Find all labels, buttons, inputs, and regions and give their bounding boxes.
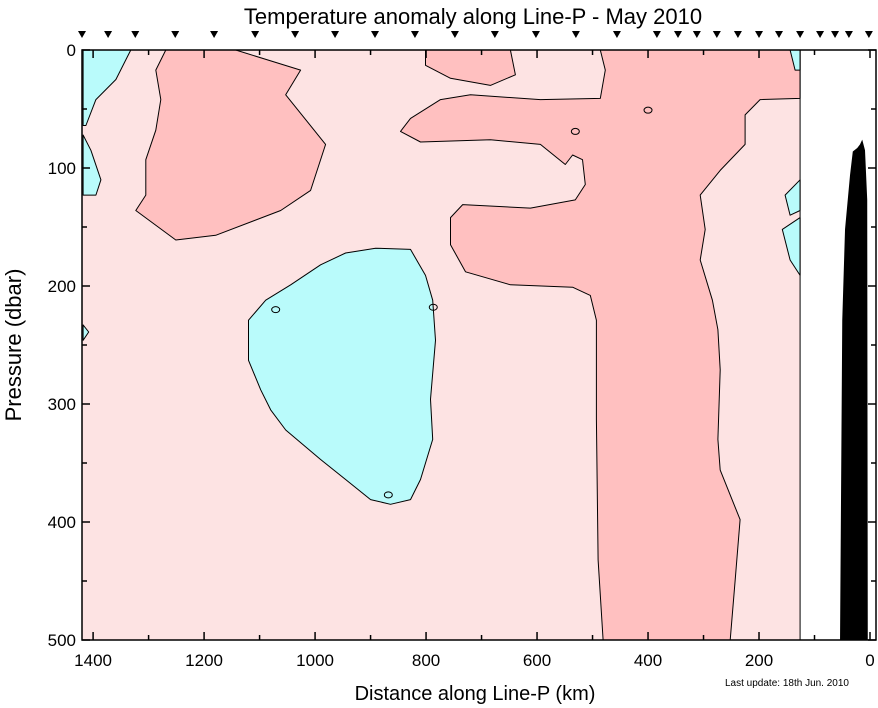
x-tick-label: 1200: [185, 651, 223, 670]
contour-loop: [271, 306, 281, 314]
footnote: Last update: 18th Jun. 2010: [725, 678, 849, 689]
station-marker: [251, 31, 260, 38]
station-marker: [864, 31, 873, 38]
x-tick-label: 200: [745, 651, 773, 670]
station-marker: [652, 31, 661, 38]
station-marker: [490, 31, 499, 38]
station-marker: [612, 31, 621, 38]
station-marker: [410, 31, 419, 38]
x-tick-label: 400: [634, 651, 662, 670]
station-marker: [733, 31, 742, 38]
station-marker: [531, 31, 540, 38]
plot-area: [82, 49, 876, 641]
negative-anomaly-region: [82, 134, 102, 196]
positive-anomaly-region: [135, 49, 327, 241]
y-tick-label: 0: [67, 41, 76, 60]
y-tick-label: 500: [48, 631, 76, 650]
positive-anomaly-region: [400, 49, 801, 641]
x-tick-label: 600: [523, 651, 551, 670]
x-tick-label: 800: [412, 651, 440, 670]
contour-loop: [383, 491, 393, 499]
y-axis-label: Pressure (dbar): [1, 269, 26, 422]
station-marker: [104, 31, 113, 38]
station-marker: [816, 31, 825, 38]
station-marker: [371, 31, 380, 38]
station-marker: [755, 31, 764, 38]
chart-title: Temperature anomaly along Line-P - May 2…: [244, 4, 702, 29]
station-markers: [78, 31, 873, 38]
station-marker: [796, 31, 805, 38]
station-marker: [171, 31, 180, 38]
station-marker: [692, 31, 701, 38]
negative-anomaly-region: [82, 324, 90, 341]
station-marker: [331, 31, 340, 38]
y-tick-label: 300: [48, 395, 76, 414]
station-marker: [844, 31, 853, 38]
station-marker: [131, 31, 140, 38]
contour-loop: [643, 106, 653, 114]
station-marker: [210, 31, 219, 38]
bathymetry: [840, 139, 868, 640]
x-tick-label: 1000: [296, 651, 334, 670]
station-marker: [673, 31, 682, 38]
station-marker: [712, 31, 721, 38]
x-tick-label: 1400: [74, 651, 112, 670]
station-marker: [571, 31, 580, 38]
y-tick-label: 200: [48, 277, 76, 296]
station-marker: [831, 31, 840, 38]
station-marker: [78, 31, 87, 38]
x-tick-label: 0: [865, 651, 874, 670]
y-tick-label: 400: [48, 513, 76, 532]
contour-loop: [428, 303, 438, 311]
x-axis-label: Distance along Line-P (km): [355, 683, 596, 705]
station-marker: [450, 31, 459, 38]
contour-loop: [570, 127, 580, 135]
station-marker: [291, 31, 300, 38]
station-marker: [774, 31, 783, 38]
negative-anomaly-region: [248, 247, 436, 505]
y-tick-label: 100: [48, 159, 76, 178]
axes: 1400 1200 1000 800 600 400 200 0 0 100 200 300 400 50…: [48, 41, 877, 670]
